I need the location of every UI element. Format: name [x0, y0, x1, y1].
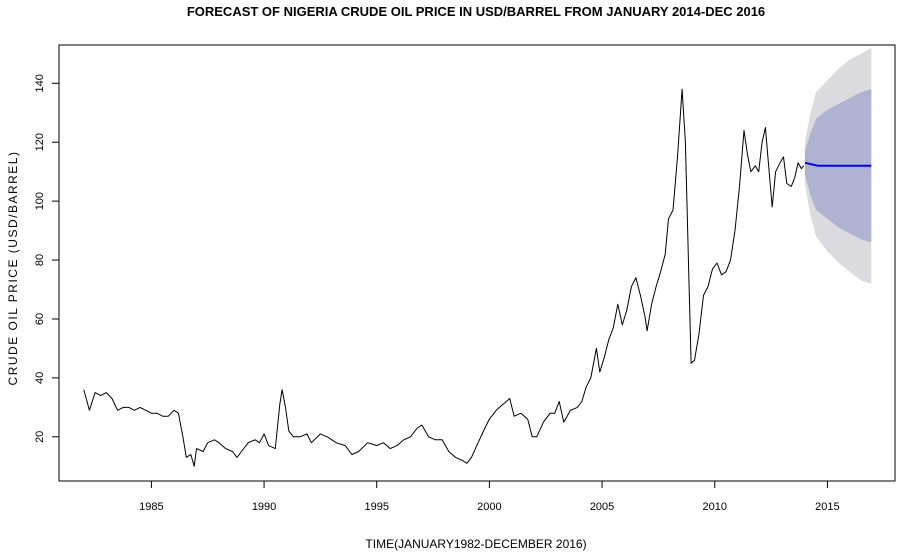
x-tick-label: 2000 [477, 501, 501, 513]
x-tick-label: 2010 [702, 501, 726, 513]
y-tick-label: 60 [34, 313, 46, 325]
y-tick-label: 40 [34, 372, 46, 384]
x-axis-label: TIME(JANUARY1982-DECEMBER 2016) [365, 537, 586, 551]
y-tick-label: 140 [34, 74, 46, 92]
series-lines [83, 88, 872, 467]
plot-frame [58, 44, 896, 482]
series-line-0 [83, 88, 805, 467]
x-tick-label: 2005 [590, 501, 614, 513]
y-axis: 20 40 60 80 100 120 140 [34, 74, 60, 443]
y-tick-label: 20 [34, 431, 46, 443]
x-axis: 1985 1990 1995 2000 2005 2010 2015 [139, 480, 840, 513]
series-line-1 [804, 161, 872, 167]
x-tick-label: 1990 [252, 501, 276, 513]
y-axis-label: CRUDE OIL PRICE (USD/BARREL) [6, 151, 20, 386]
x-tick-label: 1995 [364, 501, 388, 513]
chart-title: FORECAST OF NIGERIA CRUDE OIL PRICE IN U… [187, 4, 765, 19]
y-tick-label: 80 [34, 254, 46, 266]
x-tick-label: 1985 [139, 501, 163, 513]
x-tick-label: 2015 [815, 501, 839, 513]
y-tick-label: 100 [34, 192, 46, 210]
y-tick-label: 120 [34, 133, 46, 151]
